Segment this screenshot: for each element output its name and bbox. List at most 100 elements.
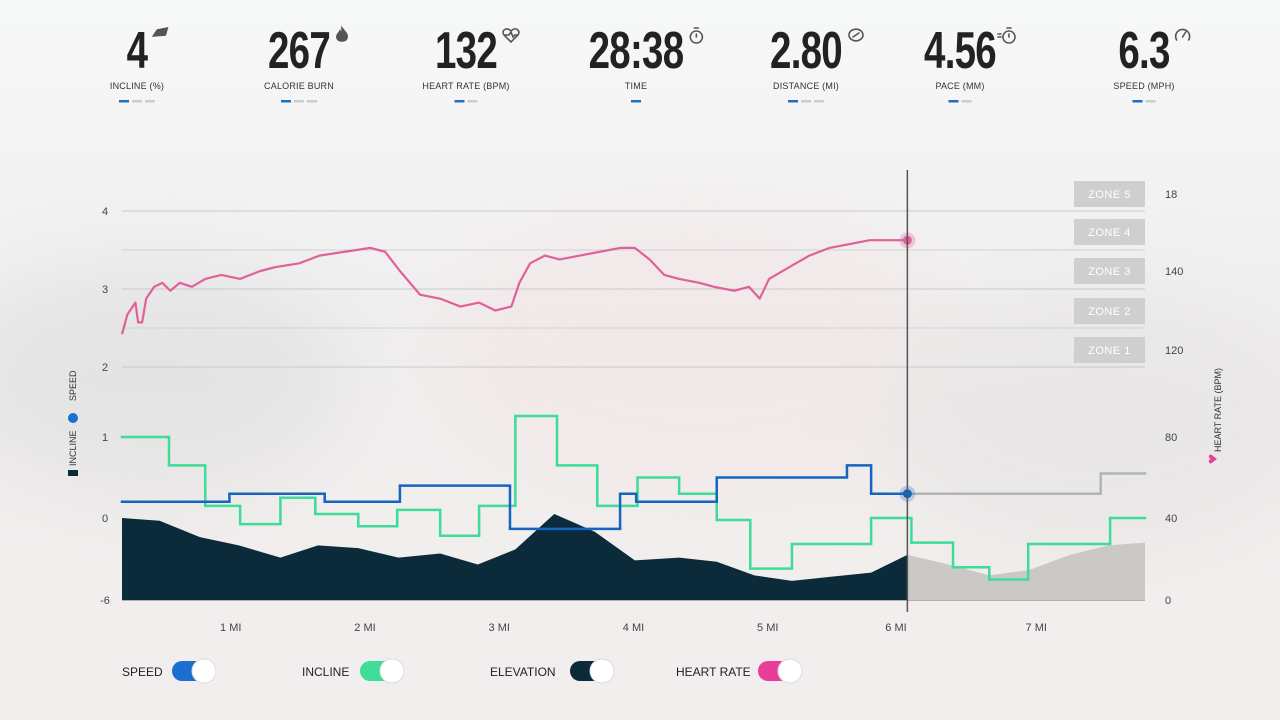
y2-tick-label: 18 xyxy=(1165,189,1177,201)
stat-icon xyxy=(997,27,1016,44)
stat-label: INCLINE (%) xyxy=(110,81,164,91)
y-axis-title: INCLINE SPEED xyxy=(68,370,78,476)
stat-value: 4.56 xyxy=(924,21,996,79)
y-title-part: SPEED xyxy=(68,370,78,401)
stat-indicator xyxy=(281,100,291,103)
toggles: SPEED INCLINE ELEVATION HEART RATE xyxy=(122,658,803,684)
stat-value-wrap: 4.56 xyxy=(924,21,997,79)
y2-tick-label: 120 xyxy=(1165,345,1183,357)
stat-indicator xyxy=(307,100,317,103)
y-title-icon xyxy=(68,413,78,423)
zone-box xyxy=(1074,298,1145,324)
stat: 4 INCLINE (%) xyxy=(110,21,169,103)
stat-icon xyxy=(1174,28,1191,41)
stat-label: DISTANCE (MI) xyxy=(773,81,839,91)
stat-indicator xyxy=(132,100,142,103)
zone-label: ZONE 2 xyxy=(1088,306,1131,318)
y-tick-label: 4 xyxy=(102,206,108,218)
toggle-label: ELEVATION xyxy=(490,665,556,679)
step-series xyxy=(120,414,1147,581)
stat-label: SPEED (MPH) xyxy=(1113,81,1174,91)
zone-box xyxy=(1074,258,1145,284)
stat-value-wrap: 6.3 xyxy=(1118,21,1170,79)
background-haze xyxy=(0,210,1280,550)
toggle-knob[interactable] xyxy=(777,658,803,684)
stat: 6.3 SPEED (MPH) xyxy=(1113,21,1191,103)
stat-icon xyxy=(689,27,704,44)
stat: 28:38 TIME xyxy=(589,21,704,103)
x-tick-label: 5 MI xyxy=(757,622,778,634)
stat-indicator xyxy=(145,100,155,103)
y-title-part: INCLINE xyxy=(68,430,78,466)
stat-value-wrap: 4 xyxy=(127,21,150,79)
stat-label: PACE (MM) xyxy=(935,81,984,91)
toggle-label: SPEED xyxy=(122,665,163,679)
stat-indicator xyxy=(294,100,304,103)
series-toggle[interactable]: INCLINE xyxy=(302,658,405,684)
zone-label: ZONE 1 xyxy=(1088,345,1131,357)
y-tick-label: 0 xyxy=(102,513,108,525)
stat-label: HEART RATE (BPM) xyxy=(422,81,509,91)
stat: 267 CALORIE BURN xyxy=(264,21,348,103)
stat-indicator xyxy=(961,100,972,103)
x-tick-label: 2 MI xyxy=(354,622,375,634)
stat-icon xyxy=(848,28,864,42)
stat-icon xyxy=(151,26,169,37)
series-toggle[interactable]: ELEVATION xyxy=(490,658,615,684)
y2-tick-label: 140 xyxy=(1165,266,1183,278)
x-tick-label: 6 MI xyxy=(885,622,906,634)
stat: 132 HEART RATE (BPM) xyxy=(422,21,520,103)
stat-value: 2.80 xyxy=(770,21,842,79)
stats-bar: 4 INCLINE (%) 267 CALORIE BURN 132 HEART RATE… xyxy=(110,21,1191,103)
y-tick-label: 1 xyxy=(102,432,108,444)
stat-value-wrap: 267 xyxy=(268,21,331,79)
series-toggle[interactable]: HEART RATE xyxy=(676,658,803,684)
stat-label: TIME xyxy=(625,81,647,91)
stat: 2.80 DISTANCE (MI) xyxy=(770,21,864,103)
y2-tick-label: 80 xyxy=(1165,432,1177,444)
stat-label: CALORIE BURN xyxy=(264,81,334,91)
stat-value: 267 xyxy=(268,21,330,79)
zone-box xyxy=(1074,181,1145,207)
stat-value-wrap: 28:38 xyxy=(589,21,685,79)
zone-label: ZONE 3 xyxy=(1088,266,1131,278)
stat-value: 28:38 xyxy=(589,21,684,79)
y-title-icon xyxy=(68,470,78,476)
chart: 4 3 2 1 0 -6 18 140 120 80 40 0 1 MI 2 MI 3 MI 4 MI 5 MI… xyxy=(68,170,1223,634)
toggle-label: HEART RATE xyxy=(676,665,751,679)
y-tick-label: 2 xyxy=(102,362,108,374)
toggle-knob[interactable] xyxy=(589,658,615,684)
zone-label: ZONE 4 xyxy=(1088,227,1131,239)
x-tick-label: 3 MI xyxy=(489,622,510,634)
y-tick-label: -6 xyxy=(100,595,110,607)
stat-indicator xyxy=(948,100,959,103)
stat-value: 6.3 xyxy=(1118,21,1169,79)
stat-value-wrap: 2.80 xyxy=(770,21,843,79)
stat-value: 132 xyxy=(435,21,497,79)
toggle-knob[interactable] xyxy=(191,658,217,684)
series-toggle[interactable]: SPEED xyxy=(122,658,217,684)
stat-icon xyxy=(502,28,520,44)
y2-axis-title: HEART RATE (BPM) xyxy=(1208,368,1223,464)
stat-icon xyxy=(335,25,348,42)
zone-box xyxy=(1074,337,1145,363)
y-tick-label: 3 xyxy=(102,284,108,296)
y2-tick-label: 40 xyxy=(1165,513,1177,525)
y2-tick-label: 0 xyxy=(1165,595,1171,607)
toggle-knob[interactable] xyxy=(379,658,405,684)
stat-indicator xyxy=(631,100,641,103)
stat-indicator xyxy=(454,100,465,103)
zone-box xyxy=(1074,219,1145,245)
toggle-label: INCLINE xyxy=(302,665,349,679)
step-series xyxy=(120,464,1147,531)
stat-indicator xyxy=(1132,100,1143,103)
stat-indicator xyxy=(467,100,478,103)
x-tick-label: 1 MI xyxy=(220,622,241,634)
stat-indicator xyxy=(1145,100,1156,103)
stat-indicator xyxy=(814,100,824,103)
y2-title: HEART RATE (BPM) xyxy=(1213,368,1223,452)
x-tick-label: 7 MI xyxy=(1026,622,1047,634)
elevation-area xyxy=(122,513,1145,600)
